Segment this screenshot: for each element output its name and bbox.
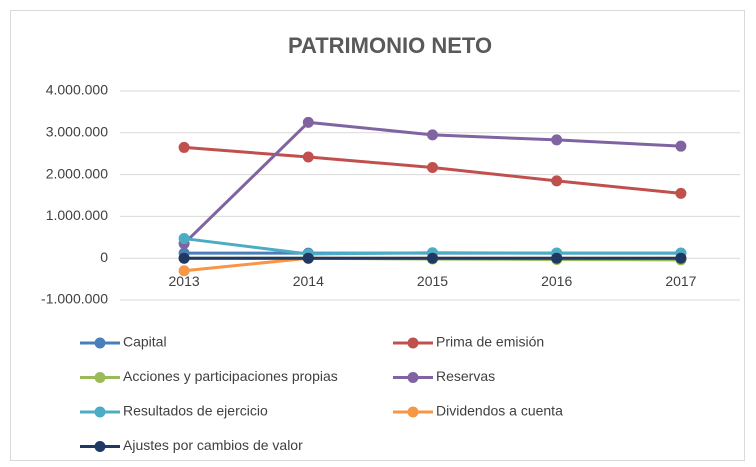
data-point — [178, 265, 190, 277]
data-point — [302, 252, 314, 264]
y-tick-label: 4.000.000 — [46, 82, 108, 98]
chart-border — [10, 10, 745, 461]
x-tick-label: 2016 — [541, 273, 572, 289]
y-tick-label: 0 — [100, 249, 108, 265]
x-tick-label: 2014 — [293, 273, 324, 289]
data-point — [675, 187, 687, 199]
data-point — [302, 116, 314, 128]
legend-label: Acciones y participaciones propias — [123, 368, 338, 384]
data-point — [427, 161, 438, 173]
data-point — [178, 141, 190, 153]
data-point — [178, 252, 190, 264]
y-tick-label: 1.000.000 — [46, 207, 108, 223]
chart-title: PATRIMONIO NETO — [288, 33, 492, 58]
legend-label: Capital — [123, 334, 167, 350]
legend-marker — [407, 406, 419, 418]
data-point — [675, 140, 687, 152]
legend-marker — [94, 406, 106, 418]
data-point — [427, 129, 438, 141]
legend-marker — [407, 337, 419, 349]
x-tick-label: 2013 — [169, 273, 200, 289]
y-tick-label: -1.000.000 — [41, 291, 108, 307]
legend-label: Resultados de ejercicio — [123, 403, 268, 419]
legend-marker — [94, 372, 106, 383]
data-point — [551, 252, 563, 264]
legend-label: Ajustes por cambios de valor — [123, 437, 303, 453]
legend-label: Prima de emisión — [436, 334, 544, 350]
x-tick-label: 2017 — [665, 273, 696, 289]
y-tick-label: 2.000.000 — [46, 165, 108, 181]
legend-marker — [94, 441, 106, 452]
data-point — [551, 134, 563, 146]
legend-marker — [94, 337, 106, 349]
data-point — [427, 252, 438, 264]
x-tick-label: 2015 — [417, 273, 448, 289]
data-point — [675, 252, 687, 264]
data-point — [551, 175, 563, 187]
y-tick-label: 3.000.000 — [46, 124, 108, 140]
data-point — [178, 233, 190, 245]
legend-marker — [407, 372, 419, 383]
legend-label: Dividendos a cuenta — [436, 403, 563, 419]
legend-label: Reservas — [436, 368, 495, 384]
data-point — [302, 151, 314, 163]
